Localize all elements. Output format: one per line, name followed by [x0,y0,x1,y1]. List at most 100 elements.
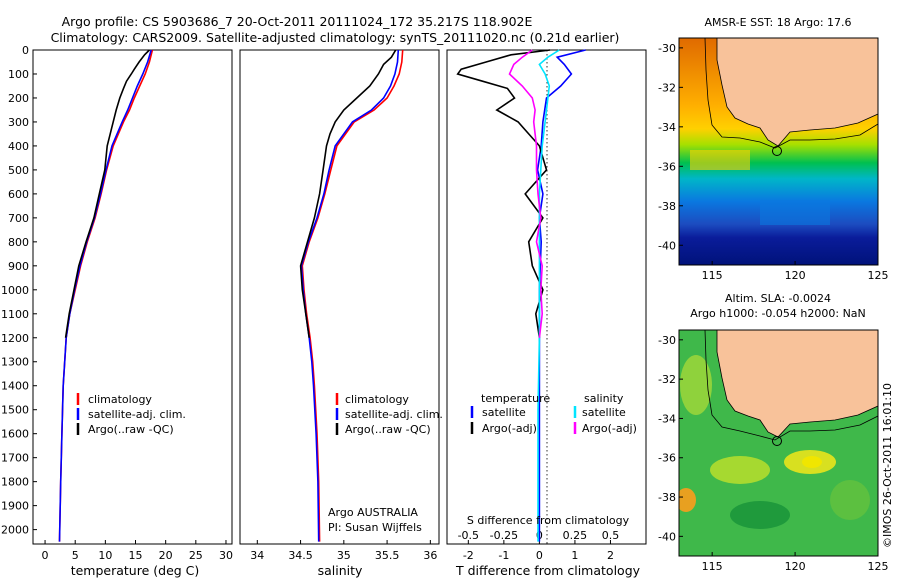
legend-label-climatology: climatology [88,393,152,406]
sla-anomaly-peak [802,456,822,468]
sst-float-marker [772,146,782,156]
temperature-tick-label: 30 [219,549,233,562]
legend-label-argo: Argo(..raw -QC) [345,423,431,436]
t-difference-tick-label: -1 [498,549,509,562]
sst-map-title: AMSR-E SST: 18 Argo: 17.6 [704,16,851,29]
t-difference-tick-label: -2 [463,549,474,562]
latitude-tick-label: -32 [658,373,676,386]
series-line-argo-raw-qc- [299,49,397,338]
depth-tick-label: 600 [8,188,29,201]
salinity-tick-label: 36 [423,549,437,562]
temperature-tick-label: 25 [189,549,203,562]
sla-float-marker [772,436,782,446]
t-difference-tick-label: 2 [607,549,614,562]
depth-tick-label: 300 [8,116,29,129]
depth-tick-label: 1100 [1,308,29,321]
salinity-tick-label: 34 [250,549,264,562]
latitude-tick-label: -32 [658,81,676,94]
sla-map-frame [678,329,879,557]
depth-tick-label: 1300 [1,356,29,369]
salinity-x-label: salinity [318,563,363,578]
s-difference-tick-label: -0.25 [490,529,518,542]
legend-label-climatology: climatology [345,393,409,406]
latitude-tick-label: -40 [658,239,676,252]
sla-anomaly-high-center [710,456,770,484]
principal-investigator-label: PI: Susan Wijffels [328,521,422,534]
sla-land [716,330,878,438]
depth-tick-label: 900 [8,260,29,273]
t-difference-tick-label: 0 [536,549,543,562]
salinity-x-ticks: 34 34.5 35 35.5 36 [250,540,437,562]
difference-panel: -2 -1 0 1 2 -0.5 -0.25 0 0.25 0.5 S difference f… [446,49,647,578]
temperature-tick-label: 5 [72,549,79,562]
legend-salinity-header: salinity [584,392,624,405]
temperature-tick-label: 20 [159,549,173,562]
figure-title-line1: Argo profile: CS 5903686_7 20-Oct-2011 2… [62,14,533,29]
longitude-tick-label: 125 [868,269,889,282]
depth-tick-label: 1700 [1,452,29,465]
latitude-tick-label: -38 [658,200,676,213]
legend-label-s-argo: Argo(-adj) [582,422,637,435]
depth-tick-label: 500 [8,164,29,177]
difference-series-lines [456,49,586,542]
legend-label-s-satellite: satellite [582,406,626,419]
sla-continental-shelf-contour [704,330,878,441]
t-difference-tick-label: 1 [571,549,578,562]
t-difference-x-label: T difference from climatology [455,563,641,578]
legend-label-t-satellite: satellite [482,406,526,419]
sla-map-title-line2: Argo h1000: -0.054 h2000: NaN [690,307,866,320]
sla-anomaly-west-warm [679,488,696,512]
salinity-axes-frame [239,49,440,545]
depth-tick-label: 400 [8,140,29,153]
series-line-climatology [301,49,404,542]
sla-anomaly-high-west [680,355,712,415]
sst-map-ticks: 115 120 125 -30 -32 -34 -36 -38 -40 [658,42,888,282]
salinity-tick-label: 35 [337,549,351,562]
sla-map-title-line1: Altim. SLA: -0.0024 [725,292,831,305]
sla-anomaly-low [730,501,790,529]
legend-label-satellite: satellite-adj. clim. [345,408,443,421]
longitude-tick-label: 115 [702,560,723,573]
depth-axis-ticks: 0 100 200 300 400 500 600 700 800 900 1000 1100 1200… [1,44,37,537]
latitude-tick-label: -40 [658,530,676,543]
s-difference-tick-label: -0.5 [458,529,479,542]
temperature-axes-frame [32,49,233,545]
series-line-t-argo-adj- [456,49,551,338]
imos-credit: ©IMOS 26-Oct-2011 16:01:10 [881,383,894,548]
difference-axes-frame [446,49,647,545]
difference-legend: temperature salinity satellite Argo(-adj… [470,392,637,435]
salinity-tick-label: 35.5 [375,549,400,562]
latitude-tick-label: -34 [658,121,676,134]
salinity-panel: 34 34.5 35 35.5 36 salinity climatology sate… [239,49,443,578]
longitude-tick-label: 120 [785,560,806,573]
sla-map: Altim. SLA: -0.0024 Argo h1000: -0.054 h… [658,292,888,573]
depth-tick-label: 1900 [1,500,29,513]
temperature-legend: climatology satellite-adj. clim. Argo(..… [76,393,186,436]
latitude-tick-label: -36 [658,160,676,173]
sst-continental-shelf-contour [704,38,878,149]
depth-tick-label: 1400 [1,380,29,393]
legend-label-t-argo: Argo(-adj) [482,422,537,435]
longitude-tick-label: 120 [785,269,806,282]
argo-program-label: Argo AUSTRALIA [328,506,418,519]
series-line-s-argo-adj- [508,49,544,338]
latitude-tick-label: -38 [658,491,676,504]
temperature-panel: 0100200300400500600700800900100011001200… [1,44,233,578]
depth-tick-label: 200 [8,92,29,105]
longitude-tick-label: 115 [702,269,723,282]
depth-tick-label: 800 [8,236,29,249]
salinity-tick-label: 34.5 [288,549,313,562]
temperature-tick-label: 0 [42,549,49,562]
sst-land [716,38,878,147]
sst-map-frame [678,37,879,266]
series-line-satellite-adj-clim- [300,49,400,542]
depth-tick-label: 2000 [1,524,29,537]
sst-map: AMSR-E SST: 18 Argo: 17.6 115 120 125 -30 -3… [658,16,888,282]
temperature-tick-label: 10 [98,549,112,562]
sla-anomaly-mid [830,480,870,520]
t-difference-x-ticks: -2 -1 0 1 2 [463,540,614,562]
sla-map-ticks: 115 120 125 -30 -32 -34 -36 -38 -40 [658,334,888,573]
series-line-argo-raw-qc- [64,49,150,338]
sst-cool-patch [760,200,830,225]
